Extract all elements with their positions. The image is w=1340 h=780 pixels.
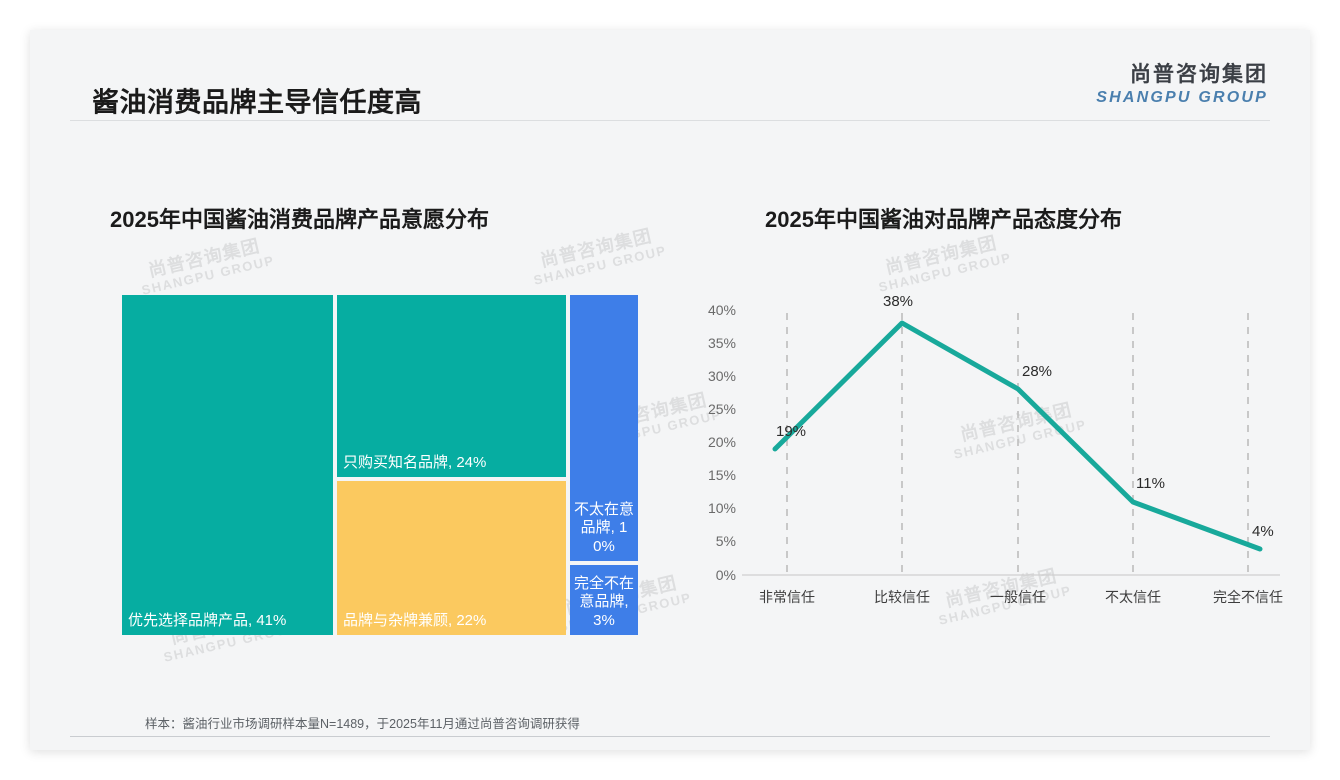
treemap-chart: 优先选择品牌产品, 41% 只购买知名品牌, 24% 品牌与杂牌兼顾, 22% … <box>122 295 638 635</box>
line-chart: 0% 5% 10% 15% 20% 25% 30% 35% 40% 19% 38… <box>680 285 1283 630</box>
header-divider <box>70 120 1270 121</box>
treemap-cell[interactable]: 品牌与杂牌兼顾, 22% <box>337 481 566 635</box>
treemap-cell[interactable]: 优先选择品牌产品, 41% <box>122 295 333 635</box>
treemap-cell-label: 不太在意品牌, 10% <box>573 501 634 555</box>
logo-text-en: SHANGPU GROUP <box>1096 89 1268 106</box>
data-label: 11% <box>1136 475 1165 492</box>
treemap-cell[interactable]: 不太在意品牌, 10% <box>570 295 638 561</box>
left-chart-title: 2025年中国酱油消费品牌产品意愿分布 <box>110 207 489 232</box>
y-tick-label: 5% <box>715 533 736 549</box>
slide-header: 酱油消费品牌主导信任度高 尚普咨询集团 SHANGPU GROUP <box>30 30 1310 121</box>
treemap-cell-label: 优先选择品牌产品, 41% <box>128 611 287 629</box>
treemap-cell-label: 只购买知名品牌, 24% <box>343 453 487 471</box>
brand-logo: 尚普咨询集团 SHANGPU GROUP <box>1096 64 1268 106</box>
y-tick-label: 15% <box>707 467 736 483</box>
line-chart-plot <box>742 313 1280 576</box>
x-tick-label: 不太信任 <box>1105 589 1161 605</box>
right-chart-title: 2025年中国酱油对品牌产品态度分布 <box>765 207 1122 232</box>
footer-divider <box>70 736 1270 737</box>
y-tick-label: 35% <box>707 335 736 351</box>
treemap-cell[interactable]: 完全不在意品牌, 3% <box>570 565 638 635</box>
x-tick-label: 完全不信任 <box>1213 589 1283 605</box>
y-tick-label: 40% <box>707 302 736 318</box>
logo-text-cn: 尚普咨询集团 <box>1130 63 1268 86</box>
data-label: 4% <box>1252 523 1274 540</box>
data-label: 28% <box>1022 363 1053 380</box>
x-tick-label: 比较信任 <box>874 589 930 605</box>
data-label: 19% <box>776 423 807 440</box>
x-tick-label: 非常信任 <box>759 589 815 605</box>
y-tick-label: 30% <box>707 368 736 384</box>
page-title: 酱油消费品牌主导信任度高 <box>92 87 422 118</box>
y-tick-label: 25% <box>707 401 736 417</box>
slide-canvas: 酱油消费品牌主导信任度高 尚普咨询集团 SHANGPU GROUP 尚普咨询集团… <box>30 30 1310 750</box>
y-tick-label: 0% <box>715 567 736 583</box>
y-tick-label: 10% <box>707 500 736 516</box>
gridline-group <box>786 313 1249 575</box>
treemap-cell[interactable]: 只购买知名品牌, 24% <box>337 295 566 477</box>
treemap-cell-label: 品牌与杂牌兼顾, 22% <box>343 611 487 629</box>
data-label: 38% <box>883 293 914 310</box>
sample-footnote: 样本：酱油行业市场调研样本量N=1489，于2025年11月通过尚普咨询调研获得 <box>145 717 580 731</box>
line-series <box>772 320 1263 552</box>
x-tick-label: 一般信任 <box>990 589 1046 605</box>
treemap-cell-label: 完全不在意品牌, 3% <box>573 575 634 629</box>
y-tick-label: 20% <box>707 434 736 450</box>
